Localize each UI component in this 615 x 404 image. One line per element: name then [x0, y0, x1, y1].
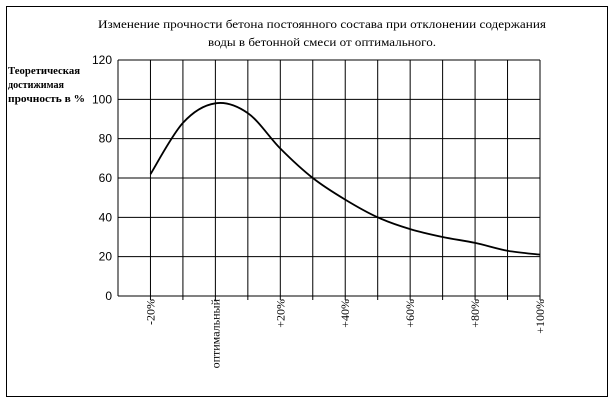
x-tick-label-0: -20% [143, 299, 157, 325]
x-tick-label-6: +100% [533, 299, 547, 334]
y-axis-label-line-3: прочность в % [8, 94, 85, 105]
y-axis-label-line-1: Теоретическая [8, 66, 81, 77]
x-tick-label-3: +40% [338, 299, 352, 328]
x-tick-label-5: +80% [468, 299, 482, 328]
x-tick-label-2: +20% [273, 299, 287, 328]
chart-title-line-2: воды в бетонной смеси от оптимального. [208, 37, 436, 49]
y-axis-label-line-2: достижимая [8, 80, 65, 91]
y-tick-label-0: 0 [105, 289, 112, 303]
series-layer [149, 102, 541, 256]
x-tick-labels: -20% оптимальный +20% +40% +60% +80% +100% [143, 298, 547, 368]
y-tick-label-20: 20 [99, 250, 113, 264]
y-tick-label-40: 40 [99, 210, 113, 224]
y-tick-label-80: 80 [99, 132, 113, 146]
x-tick-label-4: +60% [403, 299, 417, 328]
x-tick-label-1: оптимальный [208, 298, 222, 368]
chart-title-line-1: Изменение прочности бетона постоянного с… [98, 19, 547, 31]
grid-lines [117, 59, 541, 300]
y-tick-labels: 0 20 40 60 80 100 120 [92, 53, 112, 303]
y-tick-label-120: 120 [92, 53, 112, 67]
series-line-0 [149, 102, 541, 256]
y-tick-label-60: 60 [99, 171, 113, 185]
y-tick-label-100: 100 [92, 92, 112, 106]
